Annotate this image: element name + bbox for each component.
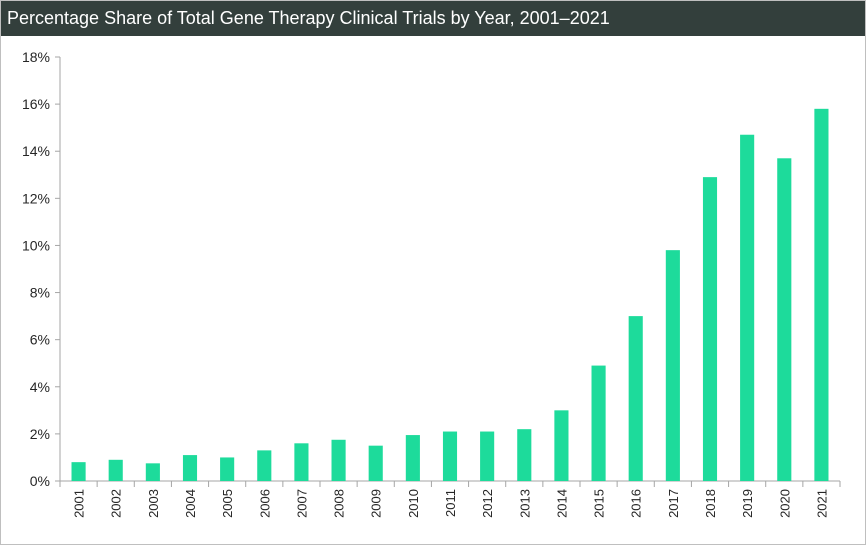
bar-2001 (71, 462, 86, 481)
x-tick-label: 2008 (332, 489, 347, 518)
bar-2015 (591, 365, 606, 481)
y-tick-label: 14% (22, 143, 50, 159)
bar-2008 (331, 439, 346, 481)
x-tick-label: 2021 (814, 489, 829, 518)
bar-2002 (108, 459, 123, 481)
y-tick-label: 6% (30, 332, 50, 348)
x-tick-label: 2010 (406, 489, 421, 518)
bar-2005 (220, 457, 235, 481)
bar-2006 (257, 450, 272, 481)
bar-2010 (405, 435, 420, 481)
x-tick-label: 2016 (629, 489, 644, 518)
x-tick-label: 2002 (109, 489, 124, 518)
x-tick-label: 2003 (146, 489, 161, 518)
chart-title: Percentage Share of Total Gene Therapy C… (1, 1, 865, 36)
bar-2016 (628, 316, 643, 481)
bar-2020 (777, 158, 792, 482)
x-tick-label: 2013 (517, 489, 532, 518)
x-tick-label: 2014 (554, 489, 569, 518)
x-tick-label: 2017 (666, 489, 681, 518)
bar-2013 (517, 429, 532, 481)
x-tick-label: 2015 (592, 489, 607, 518)
y-tick-label: 8% (30, 285, 50, 301)
y-tick-label: 4% (30, 379, 50, 395)
y-tick-label: 2% (30, 426, 50, 442)
y-tick-label: 16% (22, 96, 50, 112)
x-tick-label: 2005 (220, 489, 235, 518)
y-axis: 0% 2% 4% 6% 8% 10% 12% 14% 16% 18% (22, 49, 61, 489)
y-tick-label: 10% (22, 237, 50, 253)
bar-2011 (442, 431, 458, 481)
x-tick-label: 2020 (777, 489, 792, 518)
bar-2014 (554, 410, 569, 481)
bar-2019 (740, 134, 755, 481)
bar-2017 (665, 250, 680, 481)
bar-2004 (182, 455, 198, 481)
x-axis: 2001 2002 2003 2004 2005 2006 2007 2008 2009 2010… (59, 480, 841, 518)
x-tick-label: 2004 (183, 489, 198, 518)
x-tick-label: 2001 (72, 489, 87, 518)
x-tick-label: 2007 (294, 489, 309, 518)
x-tick-label: 2019 (740, 489, 755, 518)
y-tick-label: 0% (30, 473, 50, 489)
bar-2009 (368, 445, 383, 481)
bar-2003 (145, 463, 160, 481)
bar-2021 (814, 108, 829, 482)
bar-2012 (480, 431, 495, 481)
x-tick-label: 2009 (369, 489, 384, 518)
bars (71, 108, 829, 482)
x-tick-label: 2018 (703, 489, 718, 518)
x-tick-label: 2012 (480, 489, 495, 518)
y-tick-label: 12% (22, 190, 50, 206)
bar-2007 (294, 443, 309, 481)
x-tick-label: 2011 (443, 489, 458, 517)
bar-2018 (702, 177, 718, 481)
y-tick-label: 18% (22, 49, 50, 65)
x-tick-label: 2006 (257, 489, 272, 518)
